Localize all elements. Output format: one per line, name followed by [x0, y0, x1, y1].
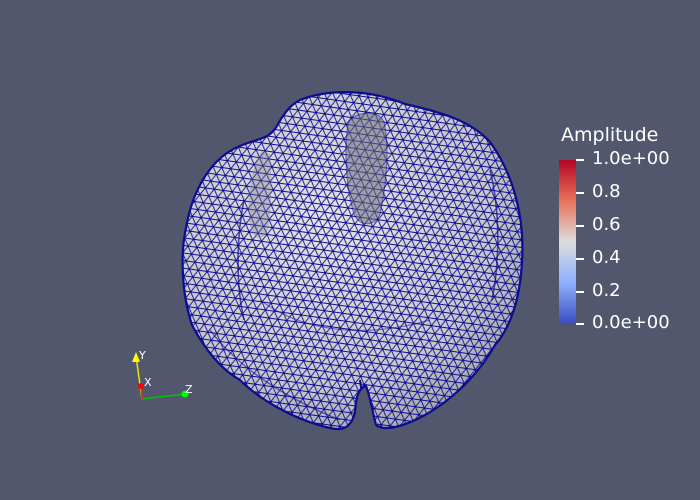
y-axis-arrow-icon	[132, 352, 140, 362]
colorbar[interactable]	[559, 160, 576, 324]
colorbar-tick	[576, 291, 584, 293]
colorbar-tick-label: 0.6	[592, 214, 621, 235]
x-axis-arrow-icon	[138, 383, 144, 389]
orientation-axes-widget	[132, 352, 189, 400]
colorbar-tick-label: 0.8	[592, 181, 621, 202]
colorbar-tick	[576, 225, 584, 227]
colorbar-tick	[576, 323, 584, 325]
axis-label-x: X	[144, 376, 152, 389]
mesh-surface[interactable]	[170, 80, 540, 450]
colorbar-tick-label: 0.4	[592, 247, 621, 268]
z-axis-arrow-icon	[181, 390, 189, 398]
colorbar-tick	[576, 192, 584, 194]
colorbar-tick	[576, 159, 584, 161]
axis-label-z: Z	[185, 383, 193, 396]
colorbar-title: Amplitude	[561, 124, 659, 146]
colorbar-tick-label-max: 1.0e+00	[592, 148, 670, 169]
colorbar-tick	[576, 258, 584, 260]
colorbar-tick-label-min: 0.0e+00	[592, 312, 670, 333]
colorbar-tick-label: 0.2	[592, 280, 621, 301]
axis-label-y: Y	[139, 349, 146, 362]
